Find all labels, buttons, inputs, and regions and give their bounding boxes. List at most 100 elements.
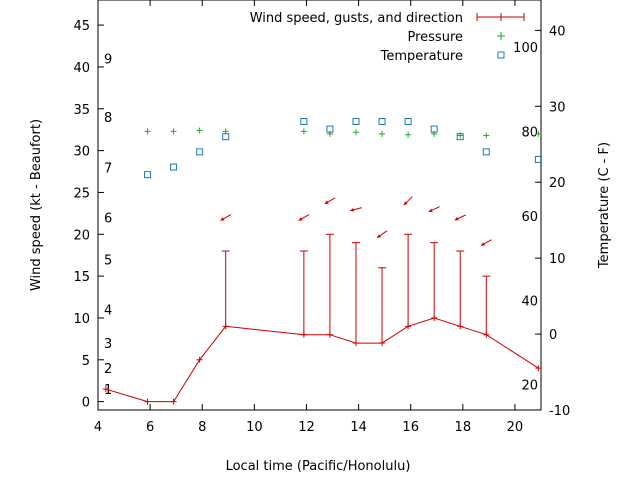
x-tick-label: 10	[246, 420, 263, 435]
wind-speed-series	[102, 314, 542, 405]
x-tick-label: 6	[146, 420, 154, 435]
y-left-tick-label: 20	[73, 228, 90, 243]
beaufort-labels: 1 2 3 4 5 6 7 8 9	[104, 53, 112, 399]
x-tick-label: 18	[455, 420, 472, 435]
fahrenheit-label: 80	[521, 126, 538, 141]
y-right-tick-label: 40	[549, 24, 566, 39]
temperature-point	[196, 148, 204, 156]
wind-speed-point	[483, 331, 490, 338]
wind-direction-arrow	[298, 214, 310, 221]
legend-wind-swatch	[476, 13, 525, 21]
arrow-head	[298, 217, 303, 221]
beaufort-label: 7	[104, 161, 112, 176]
wind-direction-arrow	[428, 206, 440, 213]
y-right-tick-label: 0	[549, 328, 557, 343]
wind-direction-arrow	[403, 196, 413, 206]
beaufort-label: 1	[104, 383, 112, 398]
arrow-head	[377, 234, 382, 238]
wind-speed-point	[196, 356, 203, 363]
wind-speed-line	[105, 317, 539, 403]
temperature-point	[144, 171, 152, 179]
beaufort-label: 3	[104, 337, 112, 352]
y-left-tick-label: 40	[73, 61, 90, 76]
wind-speed-point	[535, 365, 542, 372]
x-tick-label: 8	[198, 420, 206, 435]
fahrenheit-label: 40	[521, 294, 538, 309]
arrow-head	[481, 242, 486, 246]
wind-speed-point	[457, 323, 464, 330]
x-tick-label: 14	[350, 420, 367, 435]
x-tick-label: 12	[298, 420, 315, 435]
y-left-tick-labels: 0 5 10 15 20 25 30 35 40 45	[73, 19, 90, 411]
pressure-point	[535, 130, 542, 137]
wind-speed-point	[326, 331, 333, 338]
arrow-head	[428, 208, 433, 212]
beaufort-label: 8	[104, 111, 112, 126]
temperature-point	[352, 117, 360, 125]
pressure-point	[170, 128, 177, 135]
pressure-point	[405, 131, 412, 138]
wind-direction-arrow	[220, 214, 232, 221]
temperature-point	[170, 163, 178, 171]
y-right-tick-labels: -10 0 10 20 30 40	[549, 24, 570, 419]
legend-temperature-label: Temperature	[380, 49, 463, 64]
fahrenheit-label: 60	[521, 210, 538, 225]
x-axis-label: Local time (Pacific/Honolulu)	[226, 459, 411, 474]
y-left-tick-label: 45	[73, 19, 90, 34]
pressure-point	[352, 129, 359, 136]
temperature-series	[144, 117, 542, 179]
y-right-tick-label: -10	[549, 404, 570, 419]
fahrenheit-label: 20	[521, 379, 538, 394]
wind-speed-point	[102, 386, 109, 393]
wind-direction-arrow	[480, 239, 492, 247]
y-left-axis-label: Wind speed (kt - Beaufort)	[29, 119, 44, 291]
temperature-point	[404, 117, 412, 125]
beaufort-label: 4	[104, 304, 112, 319]
x-tick-label: 4	[94, 420, 102, 435]
wind-speed-point	[144, 398, 151, 405]
wind-speed-point	[379, 340, 386, 347]
beaufort-label: 2	[104, 362, 112, 377]
y-right-axis-label: Temperature (C - F)	[597, 142, 612, 269]
x-tick-label: 16	[402, 420, 419, 435]
y-left-tick-label: 0	[82, 396, 90, 411]
wind-speed-point	[352, 340, 359, 347]
arrow-head	[324, 200, 329, 204]
wind-direction-arrows	[220, 196, 492, 247]
pressure-point	[144, 128, 151, 135]
y-left-tick-label: 30	[73, 145, 90, 160]
y-right-tick-label: 30	[549, 100, 566, 115]
beaufort-label: 5	[104, 253, 112, 268]
wind-speed-point	[170, 398, 177, 405]
temperature-point	[482, 148, 490, 156]
pressure-point	[300, 128, 307, 135]
legend-wind-label: Wind speed, gusts, and direction	[250, 11, 463, 26]
pressure-point	[196, 127, 203, 134]
plot-frame	[97, 0, 542, 411]
beaufort-label: 6	[104, 212, 112, 227]
pressure-series	[144, 127, 542, 139]
y-left-tick-label: 5	[82, 354, 90, 369]
pressure-point	[379, 130, 386, 137]
pressure-point	[483, 132, 490, 139]
temperature-point	[300, 117, 308, 125]
y-right-tick-label: 20	[549, 176, 566, 191]
temperature-point	[222, 133, 230, 141]
temperature-point	[378, 117, 386, 125]
arrow-head	[220, 217, 225, 221]
y-left-tick-label: 15	[73, 270, 90, 285]
x-tick-label: 20	[507, 420, 524, 435]
x-tick-labels: 4 6 8 10 12 14 16 18 20	[94, 420, 523, 435]
legend: Wind speed, gusts, and direction Pressur…	[250, 11, 525, 64]
wind-direction-arrow	[454, 214, 466, 221]
wind-speed-point	[405, 323, 412, 330]
temperature-point	[430, 125, 438, 133]
wind-speed-point	[222, 323, 229, 330]
wind-speed-point	[300, 331, 307, 338]
beaufort-label: 9	[104, 53, 112, 68]
legend-pressure-swatch	[497, 32, 505, 40]
temperature-point	[456, 133, 464, 141]
y-left-tick-label: 25	[73, 186, 90, 201]
temperature-point	[326, 125, 334, 133]
